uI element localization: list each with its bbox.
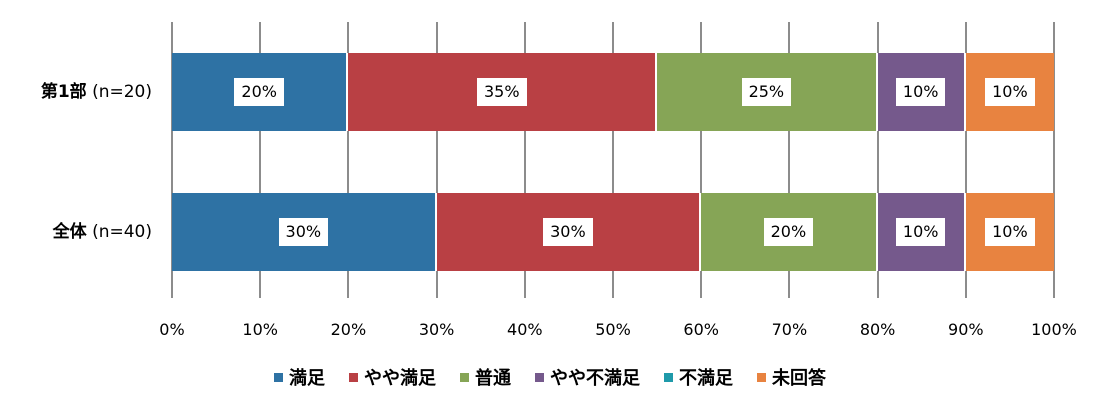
- legend-item: やや不満足: [535, 364, 640, 390]
- tick-label: 0%: [159, 320, 185, 339]
- legend-label: 不満足: [679, 368, 733, 389]
- gridline: [1053, 22, 1055, 298]
- legend-swatch-icon: [757, 372, 766, 382]
- tick-label: 80%: [859, 320, 896, 339]
- data-label: 30%: [543, 218, 593, 246]
- legend-label: 満足: [289, 368, 325, 389]
- legend-swatch-icon: [349, 372, 358, 382]
- legend-label: 未回答: [772, 368, 826, 389]
- tick-label: 40%: [507, 320, 543, 339]
- legend-swatch-icon: [460, 372, 469, 382]
- gridline: [347, 22, 350, 298]
- gridline: [171, 22, 173, 298]
- data-label: 30%: [278, 218, 329, 246]
- legend-item: やや満足: [349, 364, 436, 390]
- gridline: [964, 22, 967, 298]
- data-label: 20%: [234, 78, 284, 106]
- tick-label: 70%: [771, 320, 808, 339]
- data-label: 25%: [741, 78, 792, 106]
- bar-segment: 35%: [348, 53, 658, 131]
- tick-label: 60%: [683, 320, 719, 339]
- tick-label: 90%: [948, 320, 984, 339]
- bar-row: 20% 35% 25% 10% 10%: [172, 53, 1054, 131]
- gridline: [612, 22, 614, 298]
- legend-label: やや不満足: [550, 368, 640, 389]
- tick-label: 10%: [242, 320, 278, 339]
- bar-segment: 30%: [172, 193, 437, 271]
- gridline: [435, 22, 438, 298]
- legend-swatch-icon: [664, 372, 673, 382]
- category-name: 第1部: [40, 82, 87, 102]
- category-count: (n=40): [86, 222, 152, 242]
- bar-segment: 25%: [657, 53, 878, 131]
- legend-label: 普通: [475, 368, 511, 389]
- data-label: 20%: [763, 218, 814, 246]
- bar-segment: 20%: [701, 193, 878, 271]
- bar-row: 30% 30% 20% 10% 10%: [172, 193, 1054, 271]
- legend-item: 普通: [460, 364, 511, 390]
- tick-label: 50%: [595, 320, 631, 339]
- data-label: 10%: [985, 78, 1035, 106]
- bar-segment: 10%: [965, 193, 1054, 271]
- category-count: (n=20): [86, 82, 152, 102]
- data-label: 10%: [895, 218, 946, 246]
- legend-swatch-icon: [535, 372, 544, 382]
- gridline: [788, 22, 791, 298]
- category-name: 全体: [52, 222, 87, 242]
- gridline: [700, 22, 703, 298]
- gridline: [523, 22, 526, 298]
- legend-item: 未回答: [757, 364, 826, 390]
- category-label: 第1部 (n=20): [41, 82, 152, 102]
- data-label: 35%: [476, 78, 527, 106]
- legend: 満足 やや満足 普通 やや不満足 不満足 未回答: [0, 364, 1100, 390]
- legend-label: やや満足: [364, 368, 436, 389]
- data-label: 10%: [985, 218, 1035, 246]
- category-label: 全体 (n=40): [53, 222, 152, 242]
- tick-label: 100%: [1031, 320, 1077, 339]
- tick-label: 30%: [418, 320, 455, 339]
- bar-segment: 10%: [877, 53, 966, 131]
- bar-segment: 30%: [436, 193, 702, 271]
- gridline: [876, 22, 879, 298]
- bar-segment: 10%: [877, 193, 966, 271]
- data-label: 10%: [895, 78, 946, 106]
- bar-segment: 20%: [172, 53, 349, 131]
- gridline: [259, 22, 262, 298]
- tick-label: 20%: [330, 320, 367, 339]
- bar-segment: 10%: [965, 53, 1054, 131]
- legend-item: 満足: [274, 364, 325, 390]
- legend-item: 不満足: [664, 364, 733, 390]
- legend-swatch-icon: [274, 372, 283, 382]
